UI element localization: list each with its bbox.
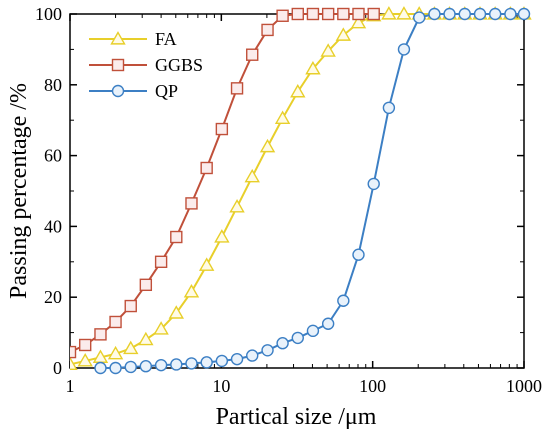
axes: 1 10 100 1000 0 20 40 60 80 100 — [35, 4, 542, 396]
data-point-ggbs — [246, 48, 259, 61]
data-point-qp — [139, 360, 153, 373]
data-point-ggbs — [367, 7, 380, 21]
data-point-fa — [259, 138, 276, 153]
legend-label: FA — [155, 29, 177, 49]
series-fa — [70, 6, 532, 371]
y-axis-label: Passing percentage /% — [6, 83, 32, 299]
legend-label: QP — [155, 81, 178, 101]
data-point-qp — [458, 7, 471, 21]
data-point-qp — [306, 324, 320, 338]
data-point-qp — [428, 7, 441, 21]
data-point-qp — [154, 358, 168, 372]
legend-marker-ggbs — [111, 58, 125, 72]
data-point-ggbs — [276, 9, 289, 22]
data-point-fa — [229, 199, 245, 213]
data-point-qp — [94, 361, 107, 375]
series-line-fa — [70, 13, 524, 366]
data-point-qp — [517, 7, 531, 21]
data-point-fa — [305, 60, 321, 75]
data-point-qp — [413, 11, 426, 24]
x-tick-label: 1000 — [506, 376, 542, 396]
x-tick-label: 100 — [359, 376, 386, 396]
data-point-qp — [473, 7, 487, 21]
data-point-ggbs — [185, 197, 198, 210]
data-point-qp — [367, 177, 380, 191]
data-point-fa — [381, 6, 397, 20]
series-qp — [94, 7, 531, 375]
data-point-fa — [168, 305, 185, 319]
plot-frame — [69, 13, 525, 369]
data-point-fa — [107, 345, 124, 360]
data-point-qp — [382, 101, 396, 115]
data-point-fa — [123, 340, 139, 355]
legend: FA GGBS QP — [89, 29, 203, 101]
data-point-ggbs — [337, 7, 350, 21]
data-point-fa — [335, 27, 352, 41]
data-point-qp — [443, 7, 456, 21]
data-point-qp — [488, 7, 502, 21]
legend-marker-qp — [111, 84, 125, 98]
x-axis-label: Partical size /μm — [216, 404, 377, 430]
data-point-fa — [274, 110, 291, 125]
data-point-qp — [276, 337, 289, 350]
y-tick-label: 0 — [53, 358, 62, 378]
data-point-qp — [185, 357, 198, 370]
data-point-fa — [77, 353, 93, 367]
data-point-fa — [244, 168, 260, 183]
data-point-ggbs — [109, 315, 122, 329]
data-point-qp — [170, 358, 183, 371]
data-point-fa — [350, 14, 367, 29]
data-point-fa — [214, 229, 230, 243]
data-point-ggbs — [139, 278, 153, 292]
x-tick-label: 1 — [66, 376, 75, 396]
data-point-ggbs — [94, 328, 107, 341]
data-point-ggbs — [170, 230, 183, 244]
data-point-qp — [246, 349, 259, 362]
data-point-fa — [183, 283, 200, 298]
data-point-ggbs — [321, 7, 335, 21]
legend-label: GGBS — [155, 55, 203, 75]
y-tick-label: 40 — [44, 216, 62, 236]
data-point-qp — [291, 331, 304, 345]
data-point-ggbs — [200, 161, 213, 175]
y-tick-label: 100 — [35, 4, 62, 24]
data-point-fa — [290, 83, 306, 98]
y-tick-label: 60 — [44, 146, 62, 166]
data-point-ggbs — [215, 122, 229, 136]
legend-marker-fa — [110, 31, 126, 45]
series-layer — [70, 6, 532, 375]
data-point-qp — [109, 361, 122, 375]
data-point-ggbs — [306, 7, 320, 21]
data-point-qp — [261, 344, 274, 357]
data-point-qp — [352, 248, 365, 261]
data-point-qp — [337, 294, 350, 307]
series-ggbs — [70, 7, 380, 359]
data-point-qp — [215, 354, 229, 368]
data-point-qp — [230, 352, 244, 366]
data-point-ggbs — [70, 345, 77, 359]
y-tick-label: 80 — [44, 75, 62, 95]
y-tick-label: 20 — [44, 287, 62, 307]
data-point-qp — [124, 360, 137, 374]
data-point-ggbs — [230, 82, 244, 95]
data-point-fa — [153, 321, 169, 335]
data-point-ggbs — [78, 338, 92, 352]
data-point-qp — [397, 43, 411, 56]
data-point-ggbs — [124, 299, 137, 313]
data-point-ggbs — [154, 255, 168, 268]
data-point-fa — [396, 6, 412, 20]
data-point-fa — [138, 331, 154, 346]
data-point-ggbs — [352, 7, 365, 21]
data-point-ggbs — [291, 7, 304, 21]
data-point-fa — [70, 356, 78, 371]
data-point-qp — [504, 7, 517, 21]
x-tick-label: 10 — [212, 376, 230, 396]
data-point-ggbs — [261, 23, 274, 37]
data-point-qp — [321, 317, 335, 330]
data-point-fa — [320, 43, 336, 57]
data-point-fa — [198, 257, 215, 271]
data-point-qp — [200, 356, 213, 369]
